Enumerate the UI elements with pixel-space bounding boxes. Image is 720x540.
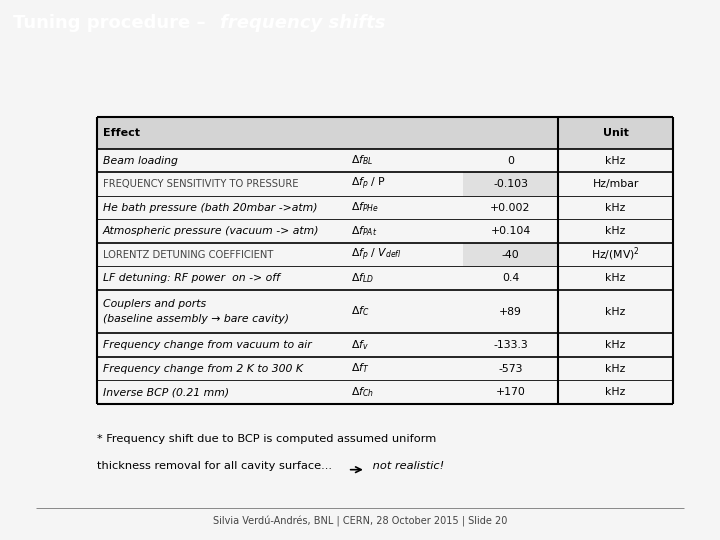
Text: $\Delta f_C$: $\Delta f_C$ [351,305,370,319]
Text: He bath pressure (bath 20mbar ->atm): He bath pressure (bath 20mbar ->atm) [103,202,318,213]
Text: Frequency change from vacuum to air: Frequency change from vacuum to air [103,340,312,350]
Text: $\Delta f_v$: $\Delta f_v$ [351,338,369,352]
Text: FREQUENCY SENSITIVITY TO PRESSURE: FREQUENCY SENSITIVITY TO PRESSURE [103,179,299,189]
Text: LF detuning: RF power  on -> off: LF detuning: RF power on -> off [103,273,280,283]
Text: kHz: kHz [606,156,626,166]
Text: kHz: kHz [606,363,626,374]
Text: not realistic!: not realistic! [369,461,444,471]
Text: frequency shifts: frequency shifts [220,14,385,32]
Text: -0.103: -0.103 [493,179,528,189]
Text: kHz: kHz [606,307,626,316]
Bar [463,172,558,196]
Text: $\Delta f_{PAt}$: $\Delta f_{PAt}$ [351,224,378,238]
Text: $\Delta f_{LD}$: $\Delta f_{LD}$ [351,271,374,285]
Text: $\Delta f_{Ch}$: $\Delta f_{Ch}$ [351,385,374,399]
Text: kHz: kHz [606,202,626,213]
Text: Hz/(MV)$^2$: Hz/(MV)$^2$ [591,246,640,264]
Text: $\Delta f_p$ / $V_{defl}$: $\Delta f_p$ / $V_{defl}$ [351,246,402,263]
Text: +0.002: +0.002 [490,202,531,213]
Text: +89: +89 [499,307,522,316]
Text: $\Delta f_p$ / P: $\Delta f_p$ / P [351,176,387,192]
Text: 0: 0 [507,156,514,166]
Text: Beam loading: Beam loading [103,156,178,166]
Text: kHz: kHz [606,387,626,397]
Text: $\Delta f_T$: $\Delta f_T$ [351,362,370,375]
Text: Hz/mbar: Hz/mbar [593,179,639,189]
Text: Effect: Effect [103,128,140,138]
Bar [463,243,558,266]
Text: $\Delta f_{PHe}$: $\Delta f_{PHe}$ [351,201,379,214]
Text: thickness removal for all cavity surface...: thickness removal for all cavity surface… [97,461,336,471]
Text: * Frequency shift due to BCP is computed assumed uniform: * Frequency shift due to BCP is computed… [97,434,436,443]
Bar [97,117,673,149]
Text: Couplers and ports: Couplers and ports [103,299,206,309]
Text: Silvia Verdú-Andrés, BNL | CERN, 28 October 2015 | Slide 20: Silvia Verdú-Andrés, BNL | CERN, 28 Octo… [213,516,507,526]
Text: kHz: kHz [606,340,626,350]
Text: LORENTZ DETUNING COEFFICIENT: LORENTZ DETUNING COEFFICIENT [103,249,274,260]
Text: Inverse BCP (0.21 mm): Inverse BCP (0.21 mm) [103,387,229,397]
Text: -573: -573 [498,363,523,374]
Text: kHz: kHz [606,226,626,236]
Text: Tuning procedure –: Tuning procedure – [13,14,212,32]
Text: -40: -40 [502,249,519,260]
Text: +170: +170 [495,387,526,397]
Text: (baseline assembly → bare cavity): (baseline assembly → bare cavity) [103,314,289,324]
Text: Unit: Unit [603,128,629,138]
Text: Atmospheric pressure (vacuum -> atm): Atmospheric pressure (vacuum -> atm) [103,226,320,236]
Text: kHz: kHz [606,273,626,283]
Text: -133.3: -133.3 [493,340,528,350]
Text: $\Delta f_{BL}$: $\Delta f_{BL}$ [351,154,374,167]
Text: 0.4: 0.4 [502,273,519,283]
Text: +0.104: +0.104 [490,226,531,236]
Text: Frequency change from 2 K to 300 K: Frequency change from 2 K to 300 K [103,363,303,374]
